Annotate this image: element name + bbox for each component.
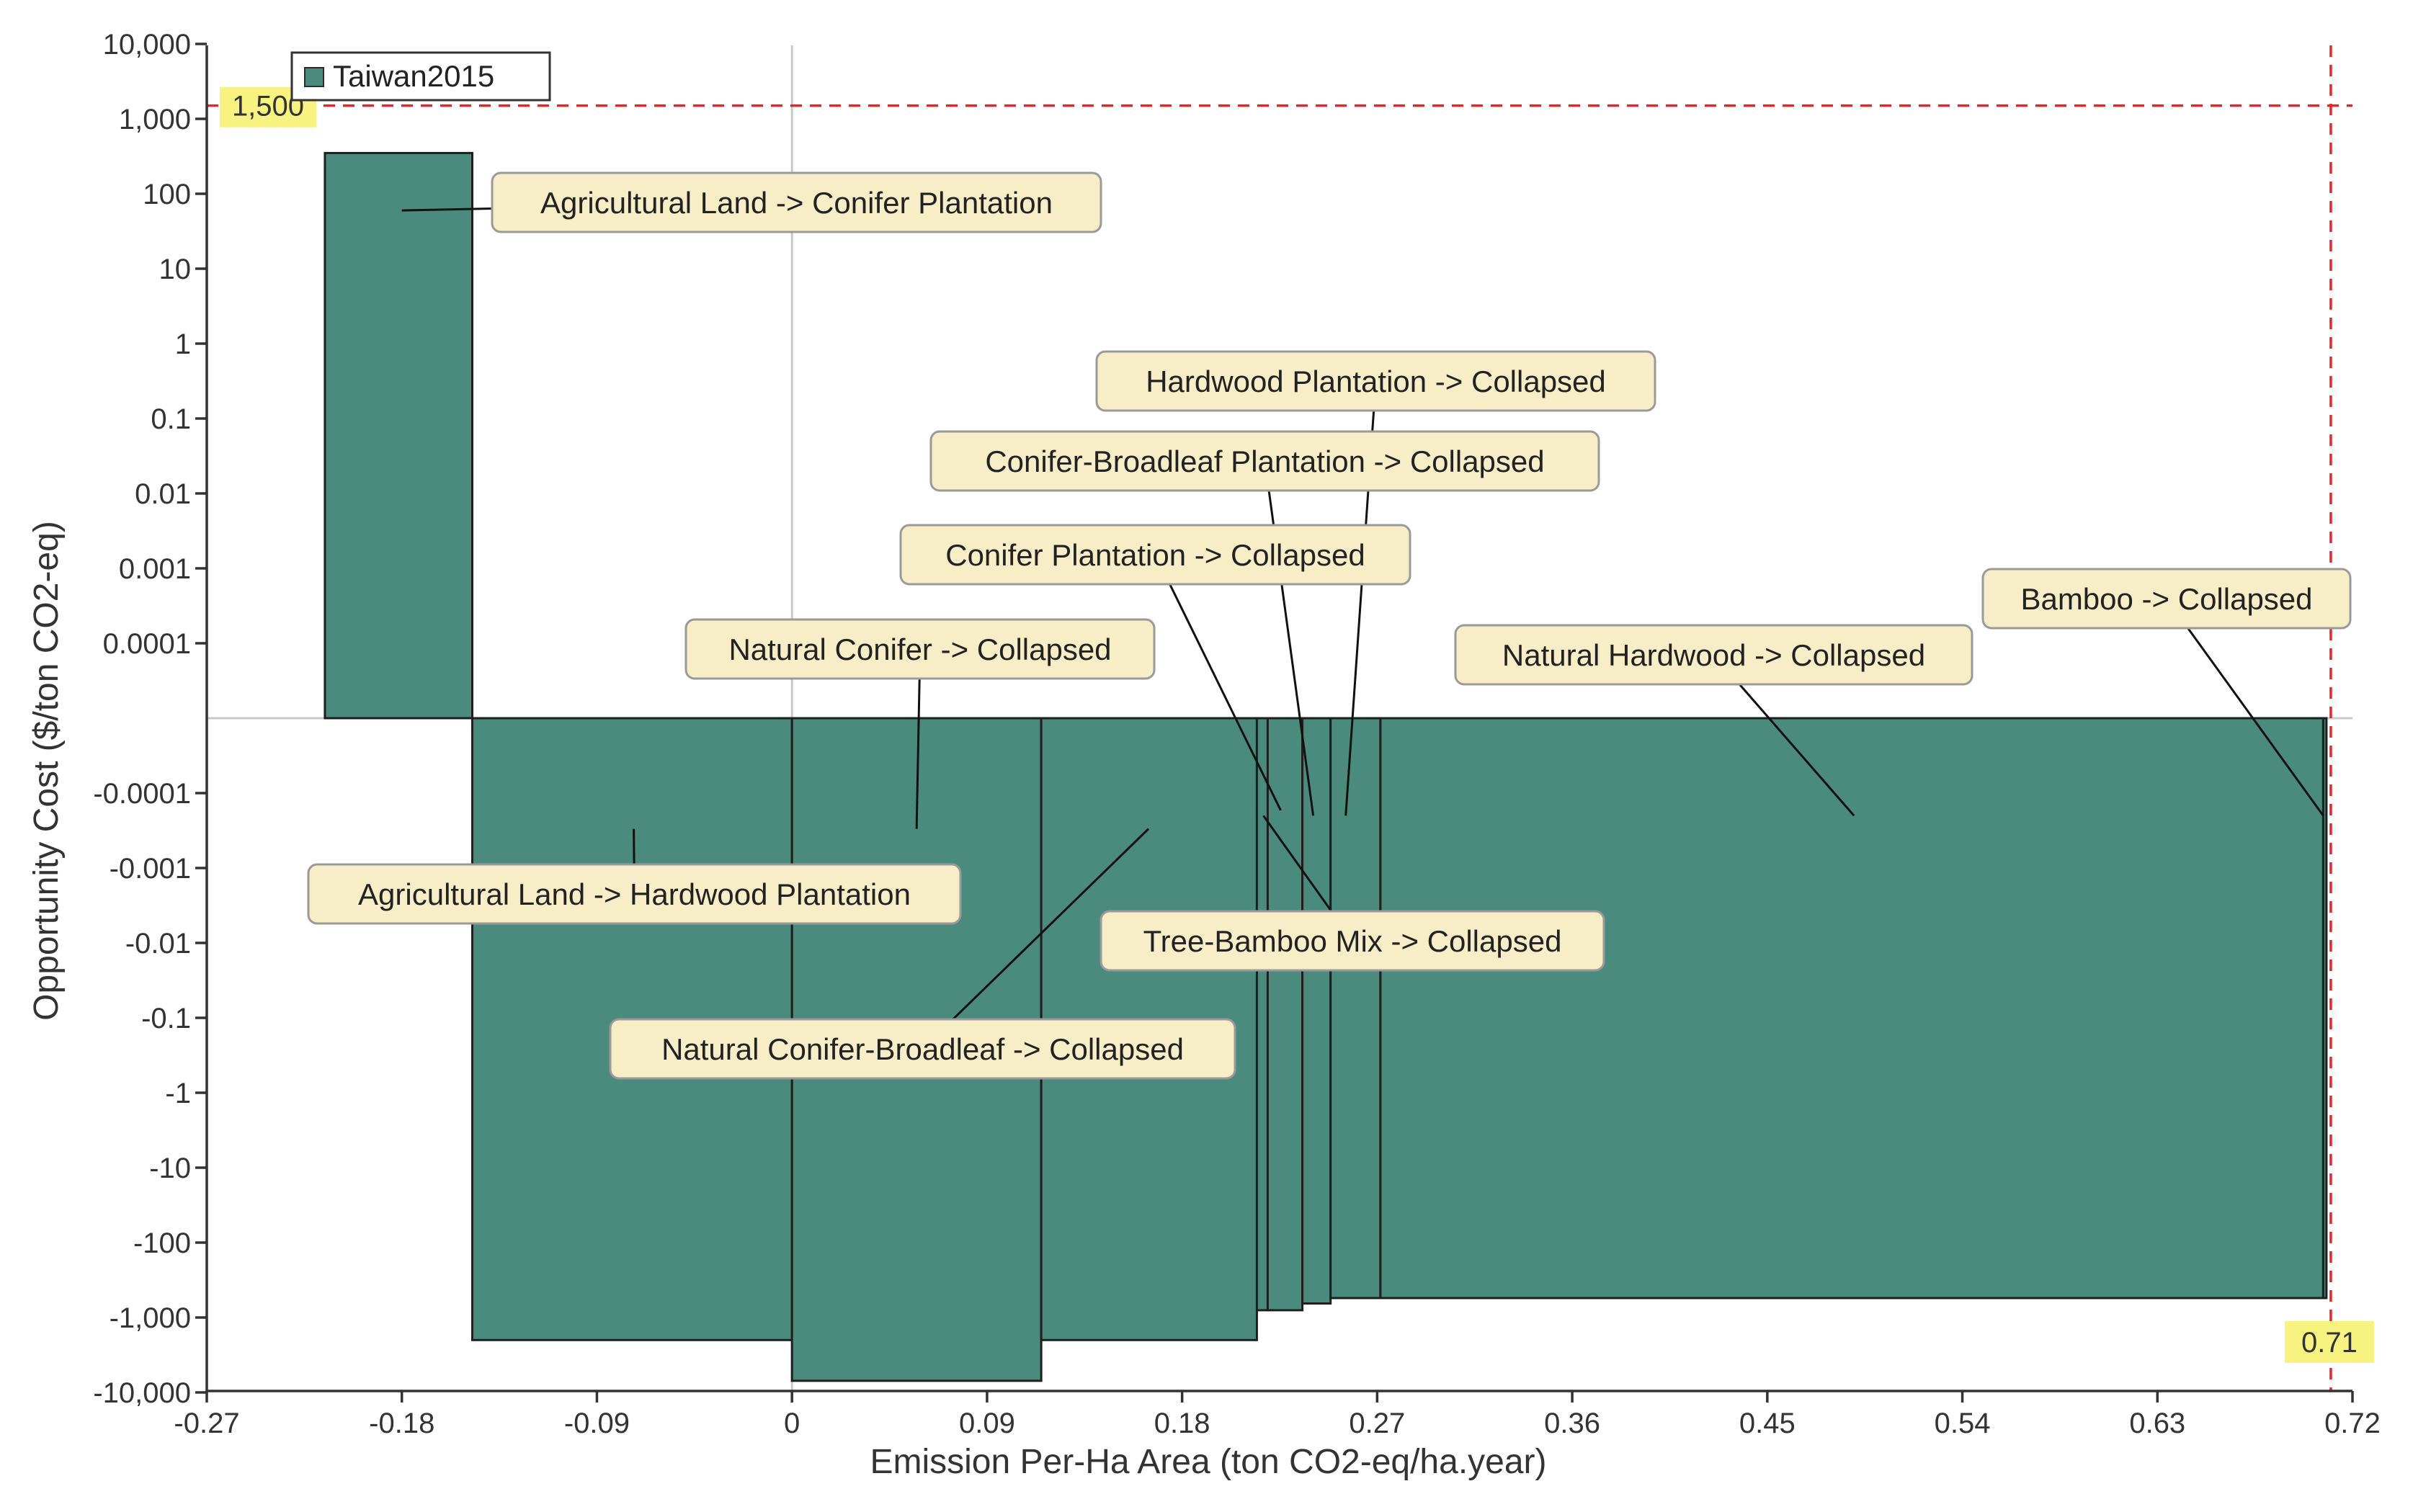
legend-swatch-taiwan2015 bbox=[304, 67, 324, 87]
leader-line-bamboo-collapsed bbox=[2165, 598, 2324, 817]
threshold-label-x: 0.71 bbox=[2301, 1327, 2358, 1359]
callout-box-conifer-plantation-collapsed bbox=[899, 524, 1411, 586]
y-tick-label: -0.01 bbox=[125, 928, 191, 959]
callout-box-agricultural-land-hardwood-plantation bbox=[307, 863, 962, 925]
callout-box-natural-hardwood-collapsed bbox=[1454, 624, 1973, 686]
callout-box-hardwood-plantation-collapsed bbox=[1095, 350, 1656, 412]
bar-natural-hardwood-collapsed bbox=[1379, 717, 2324, 1299]
y-tick-label: 1 bbox=[175, 328, 191, 360]
x-tick-label: 0.27 bbox=[1349, 1408, 1405, 1439]
callout-box-natural-conifer-collapsed bbox=[684, 618, 1156, 680]
x-tick-label: 0.45 bbox=[1739, 1408, 1796, 1439]
bar-bamboo-collapsed bbox=[2321, 717, 2328, 1299]
y-axis-title: Opportunity Cost ($/ton CO2-eq) bbox=[27, 521, 66, 1021]
callout-box-tree-bamboo-mix-collapsed bbox=[1100, 910, 1605, 972]
y-tick-label: -0.001 bbox=[110, 853, 191, 885]
y-tick-label: 0.1 bbox=[151, 403, 191, 435]
y-tick-label: -1,000 bbox=[110, 1302, 191, 1334]
callout-box-agricultural-land-conifer-plantation bbox=[491, 171, 1102, 233]
x-tick-label: 0.72 bbox=[2324, 1408, 2381, 1439]
bar-agricultural-land-conifer-plantation bbox=[324, 151, 473, 720]
leader-line-conifer-plantation-collapsed bbox=[1154, 554, 1282, 811]
y-tick-label: -10 bbox=[149, 1153, 191, 1184]
threshold-lines bbox=[207, 45, 2352, 1391]
x-tick-label: 0.18 bbox=[1154, 1408, 1210, 1439]
y-tick-label: -0.0001 bbox=[93, 778, 191, 810]
bar-tree-bamboo-mix-collapsed bbox=[1266, 717, 1304, 1312]
legend[interactable]: Taiwan2015 bbox=[290, 51, 551, 102]
callout-label-hardwood-plantation-collapsed: Hardwood Plantation -> Collapsed bbox=[1146, 364, 1606, 398]
y-tick-label: 100 bbox=[143, 179, 191, 210]
x-tick-label: 0 bbox=[784, 1408, 800, 1439]
x-axis-ticks: -0.27 -0.18 -0.09 0 0.09 0.18 0.27 0.36 0.45 0.54… bbox=[174, 1391, 2381, 1439]
callout-label-natural-hardwood-collapsed: Natural Hardwood -> Collapsed bbox=[1502, 638, 1925, 672]
x-tick-label: 0.36 bbox=[1544, 1408, 1600, 1439]
callout-label-tree-bamboo-mix-collapsed: Tree-Bamboo Mix -> Collapsed bbox=[1143, 924, 1562, 958]
x-tick-label: -0.18 bbox=[369, 1408, 434, 1439]
bar-conifer-plantation-collapsed bbox=[1255, 717, 1269, 1312]
callout-label-agricultural-land-hardwood-plantation: Agricultural Land -> Hardwood Plantation bbox=[358, 877, 911, 911]
callout-label-conifer-broadleaf-plantation-collapsed: Conifer-Broadleaf Plantation -> Collapse… bbox=[985, 444, 1544, 478]
y-tick-label: 10 bbox=[159, 254, 192, 285]
x-tick-label: 0.09 bbox=[959, 1408, 1015, 1439]
y-tick-label: 10,000 bbox=[103, 29, 191, 61]
x-tick-label: -0.27 bbox=[174, 1408, 239, 1439]
bar-conifer-broadleaf-plantation-collapsed bbox=[1301, 717, 1332, 1305]
y-axis-ticks: 0.0001 0.001 0.01 0.1 1 10 100 1,000 10,000 -0.00… bbox=[93, 29, 207, 1409]
y-tick-label: -0.1 bbox=[141, 1003, 191, 1034]
legend-box bbox=[290, 51, 551, 102]
y-tick-label: 1,000 bbox=[119, 104, 191, 135]
callout-label-conifer-plantation-collapsed: Conifer Plantation -> Collapsed bbox=[945, 538, 1365, 572]
y-tick-label: 0.001 bbox=[119, 553, 191, 585]
callout-label-natural-conifer-collapsed: Natural Conifer -> Collapsed bbox=[728, 632, 1111, 666]
bar-hardwood-plantation-collapsed bbox=[1329, 717, 1382, 1299]
y-tick-label: -10,000 bbox=[93, 1377, 191, 1409]
threshold-label-x-bg bbox=[2284, 1321, 2374, 1363]
x-tick-label: 0.54 bbox=[1935, 1408, 1991, 1439]
x-tick-label: -0.09 bbox=[564, 1408, 630, 1439]
leader-line-natural-conifer-broadleaf-collapsed bbox=[922, 828, 1150, 1050]
y-tick-label: -100 bbox=[133, 1227, 191, 1259]
x-tick-label: 0.63 bbox=[2129, 1408, 2185, 1439]
callout-box-bamboo-collapsed bbox=[1981, 568, 2352, 630]
bars bbox=[324, 151, 2328, 1382]
callout-box-conifer-broadleaf-plantation-collapsed bbox=[929, 430, 1600, 492]
leader-line-conifer-broadleaf-plantation-collapsed bbox=[1264, 460, 1315, 816]
callout-label-agricultural-land-conifer-plantation: Agricultural Land -> Conifer Plantation bbox=[540, 186, 1053, 220]
y-tick-label: -1 bbox=[165, 1078, 191, 1109]
callout-label-natural-conifer-broadleaf-collapsed: Natural Conifer-Broadleaf -> Collapsed bbox=[661, 1032, 1184, 1066]
callout-label-bamboo-collapsed: Bamboo -> Collapsed bbox=[2020, 582, 2312, 616]
legend-label-taiwan2015: Taiwan2015 bbox=[333, 59, 494, 93]
y-tick-label: 0.01 bbox=[135, 478, 191, 510]
callout-box-natural-conifer-broadleaf-collapsed bbox=[609, 1018, 1236, 1080]
y-tick-label: 0.0001 bbox=[103, 628, 191, 660]
callouts: Agricultural Land -> Conifer Plantation H… bbox=[307, 171, 2352, 1080]
x-axis-title: Emission Per-Ha Area (ton CO2-eq/ha.year… bbox=[870, 1443, 1546, 1481]
